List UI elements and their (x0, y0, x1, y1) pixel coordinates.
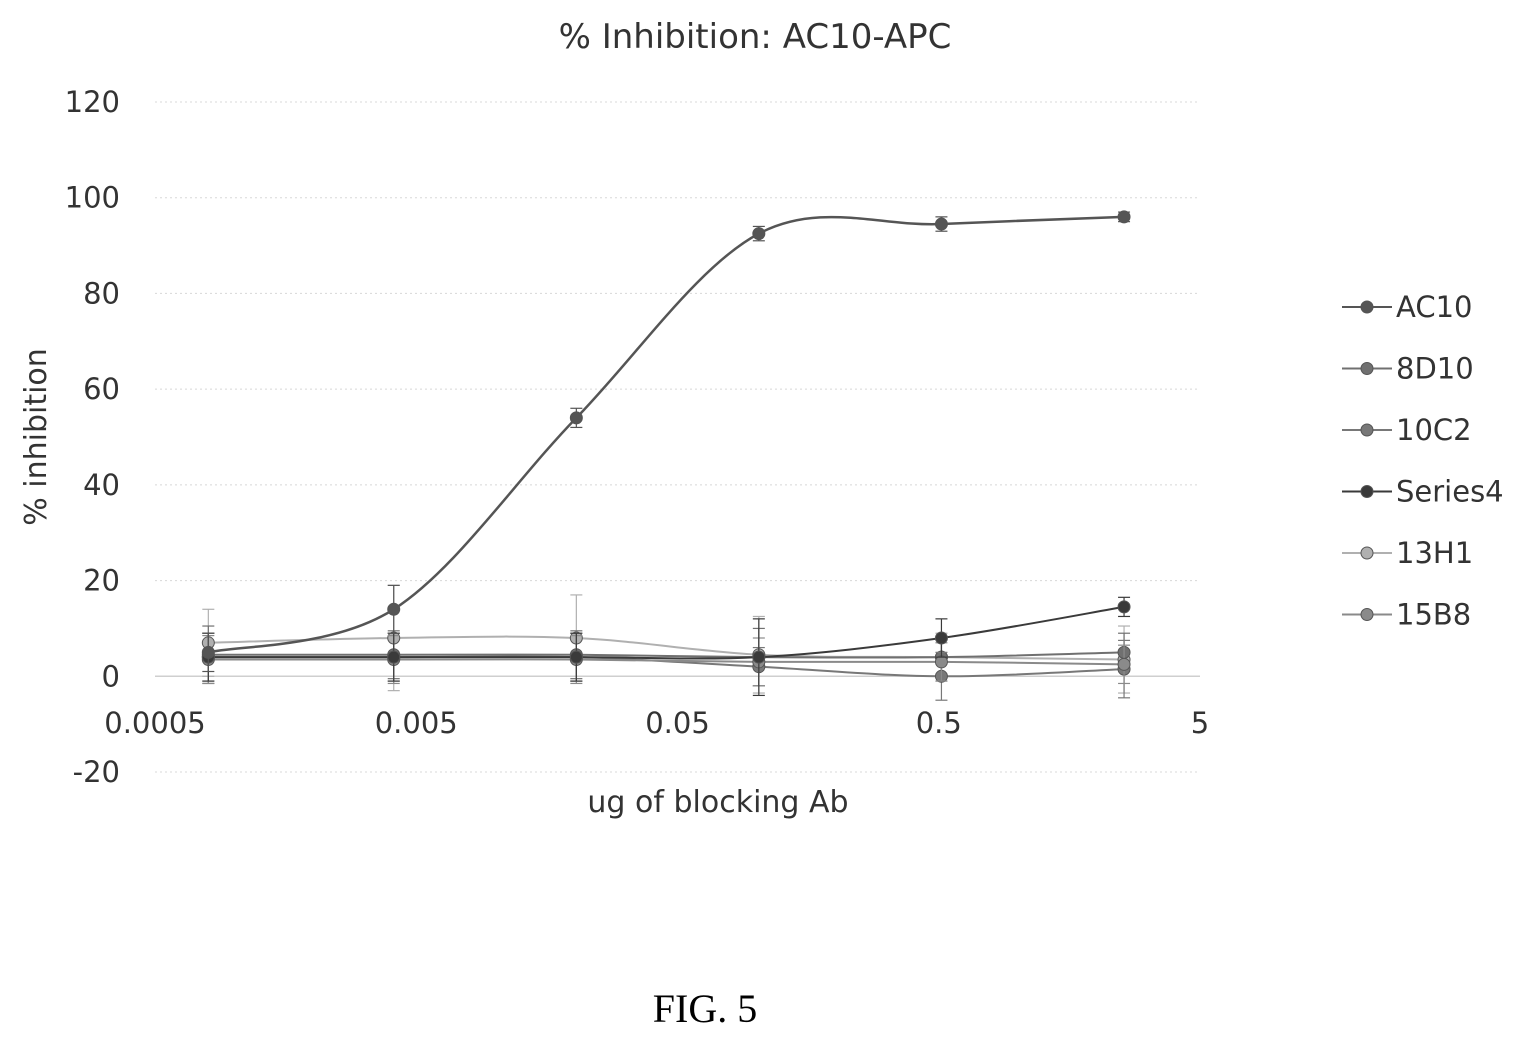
legend-marker (1360, 362, 1374, 375)
x-tick-label: 0.005 (375, 706, 458, 740)
data-point (569, 411, 583, 425)
series-10C2 (201, 632, 1131, 701)
data-point (934, 631, 948, 645)
data-point (752, 650, 766, 664)
legend-marker (1360, 608, 1374, 621)
y-axis-label: % inhibition (19, 348, 54, 526)
legend-item-13H1: 13H1 (1342, 536, 1473, 570)
legend-item-15B8: 15B8 (1342, 598, 1471, 632)
legend-item-8D10: 8D10 (1342, 352, 1474, 386)
y-tick-label: 20 (83, 564, 120, 598)
x-tick-label: 0.05 (645, 706, 710, 740)
data-point (387, 602, 401, 616)
y-tick-label: 60 (83, 372, 120, 406)
y-tick-label: 40 (83, 468, 120, 502)
legend-item-AC10: AC10 (1342, 290, 1472, 324)
series-line-15B8 (208, 658, 1125, 666)
x-tick-label: 5 (1191, 706, 1209, 740)
y-tick-label: 80 (83, 276, 120, 310)
series-line-AC10 (208, 215, 1125, 654)
y-axis-ticks: 120 100 80 60 40 20 0 -20 (65, 85, 120, 789)
plot-area (201, 210, 1131, 701)
series-15B8 (201, 635, 1131, 687)
data-point (1117, 210, 1131, 224)
legend-marker (1360, 546, 1374, 560)
legend-item-Series4: Series4 (1342, 475, 1504, 509)
legend-label: 15B8 (1396, 598, 1471, 632)
figure-caption: FIG. 5 (653, 986, 757, 1031)
x-axis-label: ug of blocking Ab (587, 785, 848, 820)
data-point (569, 650, 583, 664)
legend-item-10C2: 10C2 (1342, 413, 1472, 447)
legend: AC10 8D10 10C2 Series4 13H1 15B8 (1342, 290, 1504, 632)
legend-marker (1360, 423, 1374, 437)
data-point (752, 227, 766, 241)
data-point (1117, 657, 1131, 671)
legend-label: 8D10 (1396, 352, 1474, 386)
y-tick-label: 0 (102, 659, 120, 693)
legend-marker (1360, 300, 1374, 314)
chart-title: % Inhibition: AC10-APC (559, 17, 952, 57)
data-point (934, 217, 948, 231)
x-tick-label: 0.0005 (104, 706, 205, 740)
legend-label: Series4 (1396, 475, 1504, 509)
legend-marker (1360, 485, 1374, 498)
legend-label: AC10 (1396, 290, 1472, 324)
y-tick-label: -20 (73, 755, 120, 789)
x-tick-label: 0.5 (916, 706, 962, 740)
data-point (201, 645, 215, 659)
y-tick-label: 100 (65, 181, 120, 215)
legend-label: 10C2 (1396, 413, 1472, 447)
data-point (1117, 600, 1131, 614)
series-line-8D10 (208, 651, 1125, 659)
legend-label: 13H1 (1396, 536, 1473, 570)
gridlines (155, 101, 1200, 773)
data-point (387, 650, 401, 664)
x-axis-ticks: 0.0005 0.005 0.05 0.5 5 (104, 706, 1209, 740)
y-tick-label: 120 (65, 85, 120, 119)
series-line-Series4 (208, 605, 1125, 660)
series-AC10 (201, 210, 1131, 673)
